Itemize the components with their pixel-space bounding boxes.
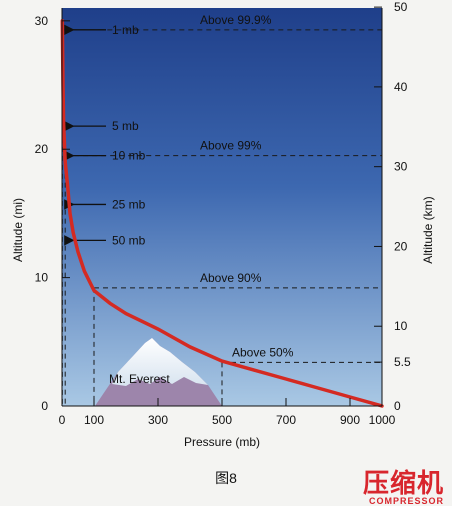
y-right-tick-label: 20 (394, 239, 408, 253)
compressor-logo: 压缩机 COMPRESSOR (363, 470, 444, 506)
annotation-label: Above 99% (200, 139, 262, 153)
y-right-tick-label: 30 (394, 160, 408, 174)
x-tick-label: 1000 (369, 413, 396, 427)
y-right-tick-label: 5.5 (394, 355, 411, 369)
arrow-label: 10 mb (112, 149, 146, 163)
logo-en-text: COMPRESSOR (368, 496, 444, 506)
mountain-snow (112, 338, 208, 386)
annotation-label: Above 50% (232, 345, 294, 359)
arrow-label: 25 mb (112, 197, 146, 211)
y-right-tick-label: 50 (394, 0, 408, 14)
x-tick-label: 500 (212, 413, 232, 427)
arrow-label: 1 mb (112, 23, 139, 37)
mt-everest-mountain: Mt. Everest (95, 338, 222, 406)
figure-caption: 图8 (215, 470, 237, 486)
logo-cn-text: 压缩机 (362, 468, 444, 498)
x-tick-label: 300 (148, 413, 168, 427)
y-right-tick-label: 40 (394, 80, 408, 94)
mountain-label: Mt. Everest (109, 372, 170, 386)
arrow-label: 5 mb (112, 119, 139, 133)
pressure-curve (60, 19, 384, 408)
plot-background (62, 8, 382, 406)
y-left-tick-label: 20 (35, 142, 49, 156)
y-right-tick-label: 0 (394, 399, 401, 413)
y-left-tick-label: 0 (41, 399, 48, 413)
y-right-tick-label: 10 (394, 319, 408, 333)
x-tick-label: 0 (59, 413, 66, 427)
x-tick-label: 900 (340, 413, 360, 427)
x-tick-label: 700 (276, 413, 296, 427)
x-axis-title: Pressure (mb) (184, 435, 260, 449)
arrow-label: 50 mb (112, 233, 146, 247)
annotation-label: Above 90% (200, 271, 262, 285)
annotation-label: Above 99.9% (200, 13, 272, 27)
x-tick-label: 100 (84, 413, 104, 427)
altitude-pressure-chart: Mt. Everest Above 99.9% Above 99% Above 90… (11, 0, 435, 449)
y-left-tick-label: 30 (35, 14, 49, 28)
left-axis-title: Altitude (mi) (11, 198, 25, 262)
y-left-tick-label: 10 (35, 271, 49, 285)
right-axis-title: Altitude (km) (421, 196, 435, 263)
